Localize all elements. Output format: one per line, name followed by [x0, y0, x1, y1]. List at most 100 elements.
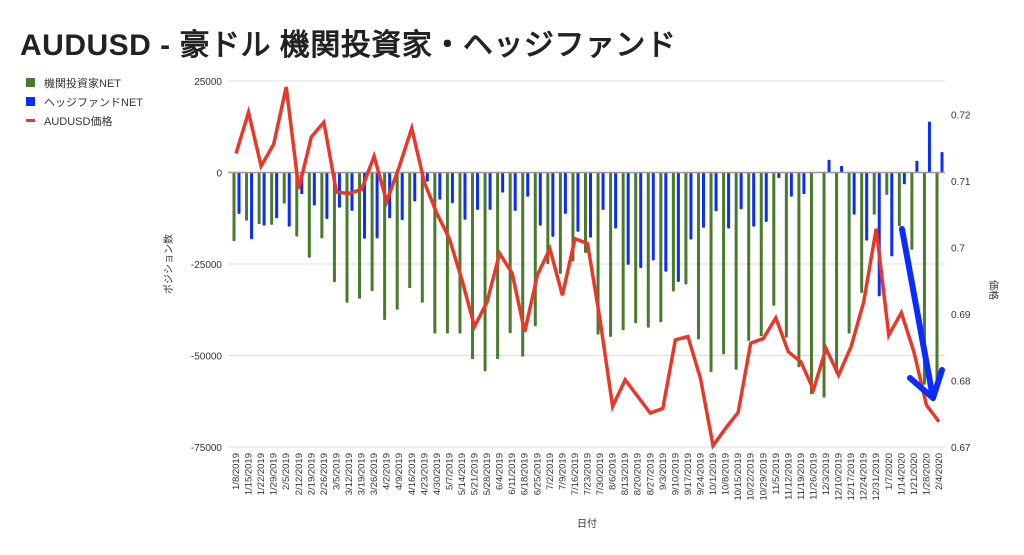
- chart-title: AUDUSD - 豪ドル 機関投資家・ヘッジファンド: [20, 29, 677, 62]
- x-tick-label: 8/27/2019: [645, 453, 656, 495]
- x-tick-label: 1/28/2020: [921, 453, 932, 495]
- x-tick-label: 9/10/2019: [670, 453, 681, 495]
- x-axis-title: 日付: [577, 517, 597, 530]
- x-tick-label: 1/21/2020: [909, 453, 920, 495]
- bar-hedge-fund: [287, 172, 291, 227]
- y-tick-label: 25000: [194, 77, 222, 88]
- bar-institutional: [332, 172, 336, 283]
- bar-hedge-fund: [513, 172, 517, 211]
- bar-institutional: [383, 172, 387, 320]
- bar-institutional: [370, 172, 374, 292]
- bar-hedge-fund: [589, 172, 592, 238]
- bar-institutional: [797, 172, 801, 368]
- bar-institutional: [759, 172, 763, 337]
- y2-tick-label: 0.71: [951, 177, 971, 188]
- bar-hedge-fund: [425, 172, 429, 182]
- bar-hedge-fund: [551, 172, 555, 237]
- bar-hedge-fund: [902, 172, 906, 185]
- bar-institutional: [395, 172, 399, 310]
- x-tick-label: 9/24/2019: [695, 453, 706, 495]
- x-tick-label: 12/10/2019: [834, 453, 845, 501]
- bar-institutional: [483, 172, 487, 372]
- x-tick-label: 8/13/2019: [620, 453, 631, 495]
- bar-hedge-fund: [689, 172, 693, 240]
- bar-hedge-fund: [363, 172, 367, 239]
- bar-hedge-fund: [676, 172, 680, 282]
- y2-tick-label: 0.69: [951, 310, 971, 321]
- x-tick-label: 1/22/2019: [256, 453, 267, 495]
- x-tick-label: 10/1/2019: [708, 453, 719, 495]
- bar-hedge-fund: [651, 172, 655, 261]
- bar-institutional: [621, 172, 625, 331]
- legend-swatch-blue: [26, 97, 35, 106]
- bar-institutional: [521, 172, 525, 357]
- y2-tick-label: 0.7: [951, 243, 965, 254]
- bar-institutional: [696, 172, 700, 340]
- bar-hedge-fund: [438, 172, 442, 200]
- x-tick-label: 12/3/2019: [821, 453, 832, 495]
- bar-institutional: [860, 172, 864, 293]
- x-tick-label: 5/14/2019: [457, 453, 468, 495]
- bar-institutional: [282, 172, 286, 204]
- x-tick-label: 11/12/2019: [783, 453, 794, 500]
- legend-label: 機関投資家NET: [44, 77, 121, 90]
- bar-institutional: [584, 172, 587, 254]
- bar-hedge-fund: [250, 172, 254, 240]
- bar-hedge-fund: [890, 172, 894, 257]
- x-tick-label: 5/21/2019: [470, 453, 481, 495]
- y2-tick-label: 0.68: [951, 376, 971, 387]
- bar-institutional: [245, 172, 249, 221]
- y2-axis-title: 価格: [987, 280, 1000, 300]
- bar-hedge-fund: [789, 172, 793, 197]
- bar-hedge-fund: [262, 172, 266, 226]
- bar-institutional: [445, 172, 449, 334]
- bar-hedge-fund: [501, 172, 505, 193]
- bar-institutional: [872, 172, 876, 215]
- bar-institutional: [885, 172, 889, 195]
- x-tick-label: 1/7/2020: [884, 453, 895, 490]
- bar-institutional: [722, 172, 726, 355]
- bar-hedge-fund: [312, 172, 316, 206]
- x-tick-label: 2/5/2019: [281, 453, 292, 490]
- x-tick-label: 3/26/2019: [369, 453, 380, 495]
- x-tick-label: 6/4/2019: [495, 453, 506, 490]
- bar-hedge-fund: [325, 172, 329, 219]
- x-tick-label: 3/5/2019: [331, 453, 342, 490]
- legend-item-price[interactable]: AUDUSD価格: [26, 111, 143, 130]
- x-tick-label: 2/19/2019: [306, 453, 317, 495]
- bar-institutional: [822, 172, 826, 398]
- y-tick-label: -75000: [191, 443, 223, 454]
- x-tick-label: 7/30/2019: [595, 453, 606, 495]
- bar-hedge-fund: [337, 172, 341, 208]
- bar-hedge-fund: [739, 172, 743, 210]
- x-tick-label: 6/18/2019: [520, 453, 531, 495]
- legend-item-institutional[interactable]: 機関投資家NET: [26, 73, 143, 92]
- bar-institutional: [433, 172, 437, 334]
- legend-item-hedge-fund[interactable]: ヘッジファンドNET: [26, 92, 143, 111]
- bar-hedge-fund: [450, 172, 454, 204]
- x-tick-label: 11/26/2019: [808, 453, 819, 500]
- x-tick-label: 5/7/2019: [444, 453, 455, 490]
- legend-label: AUDUSD価格: [44, 115, 113, 128]
- x-tick-label: 2/12/2019: [294, 453, 305, 495]
- bar-institutional: [345, 172, 349, 303]
- bar-institutional: [307, 172, 311, 258]
- x-tick-label: 6/11/2019: [507, 453, 518, 495]
- x-tick-label: 10/15/2019: [733, 453, 744, 501]
- bar-institutional: [270, 172, 274, 225]
- bar-institutional: [646, 172, 650, 328]
- x-tick-label: 3/19/2019: [357, 453, 368, 495]
- bar-hedge-fund: [413, 172, 417, 202]
- bar-hedge-fund: [400, 172, 404, 221]
- bar-hedge-fund: [563, 172, 567, 214]
- bar-hedge-fund: [601, 172, 605, 210]
- bar-hedge-fund: [940, 152, 944, 173]
- bar-hedge-fund: [840, 165, 844, 173]
- x-tick-label: 1/14/2020: [896, 453, 907, 495]
- bar-hedge-fund: [476, 172, 480, 210]
- bar-institutional: [910, 172, 914, 250]
- bar-hedge-fund: [852, 172, 856, 215]
- bar-hedge-fund: [915, 160, 919, 173]
- x-tick-label: 10/29/2019: [758, 453, 769, 501]
- x-tick-label: 4/16/2019: [407, 453, 418, 495]
